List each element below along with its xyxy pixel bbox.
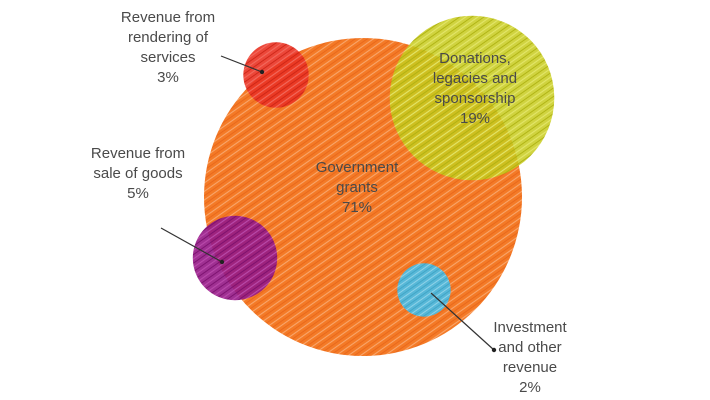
- label-sale-goods-line-1: Revenue from: [90, 145, 186, 162]
- label-donations: Donations, legacies and sponsorship 19%: [405, 49, 545, 129]
- bubble-services: [243, 42, 309, 108]
- label-services: Revenue from rendering of services 3%: [98, 8, 238, 88]
- label-services-percent: 3%: [157, 69, 179, 86]
- label-sale-goods-line-2: sale of goods: [93, 165, 183, 182]
- label-investment: Investment and other revenue 2%: [460, 318, 600, 398]
- leader-line-investment: [430, 292, 495, 351]
- leader-dot-services: [259, 69, 265, 75]
- label-investment-line-3: revenue: [502, 359, 558, 376]
- label-government-line-1: Government: [315, 159, 399, 176]
- label-government-percent: 71%: [341, 199, 373, 216]
- label-government-line-2: grants: [336, 179, 378, 196]
- bubble-sale-goods: [192, 215, 278, 301]
- leader-lines-group: [160, 55, 497, 353]
- label-donations-line-1: Donations,: [439, 50, 511, 67]
- label-sale-goods-percent: 5%: [127, 185, 149, 202]
- label-investment-line-1: Investment: [493, 319, 567, 336]
- label-donations-line-3: sponsorship: [434, 90, 516, 107]
- leader-dot-investment: [491, 347, 497, 353]
- leader-dot-sale-goods: [219, 259, 225, 265]
- label-donations-line-2: legacies and: [432, 70, 518, 87]
- bubble-donations: [389, 15, 555, 181]
- label-investment-percent: 2%: [519, 379, 541, 396]
- label-donations-percent: 19%: [459, 110, 491, 127]
- label-government: Government grants 71%: [277, 158, 437, 218]
- label-services-line-1: Revenue from: [120, 9, 216, 26]
- leader-line-services: [220, 55, 263, 73]
- label-services-line-2: rendering of: [127, 29, 209, 46]
- label-investment-line-2: and other: [498, 339, 562, 356]
- bubble-investment: [397, 263, 451, 317]
- label-sale-goods: Revenue from sale of goods 5%: [68, 144, 208, 204]
- bubbles-group: [192, 15, 555, 356]
- label-services-line-3: services: [140, 49, 196, 66]
- leader-line-sale-goods: [160, 227, 223, 263]
